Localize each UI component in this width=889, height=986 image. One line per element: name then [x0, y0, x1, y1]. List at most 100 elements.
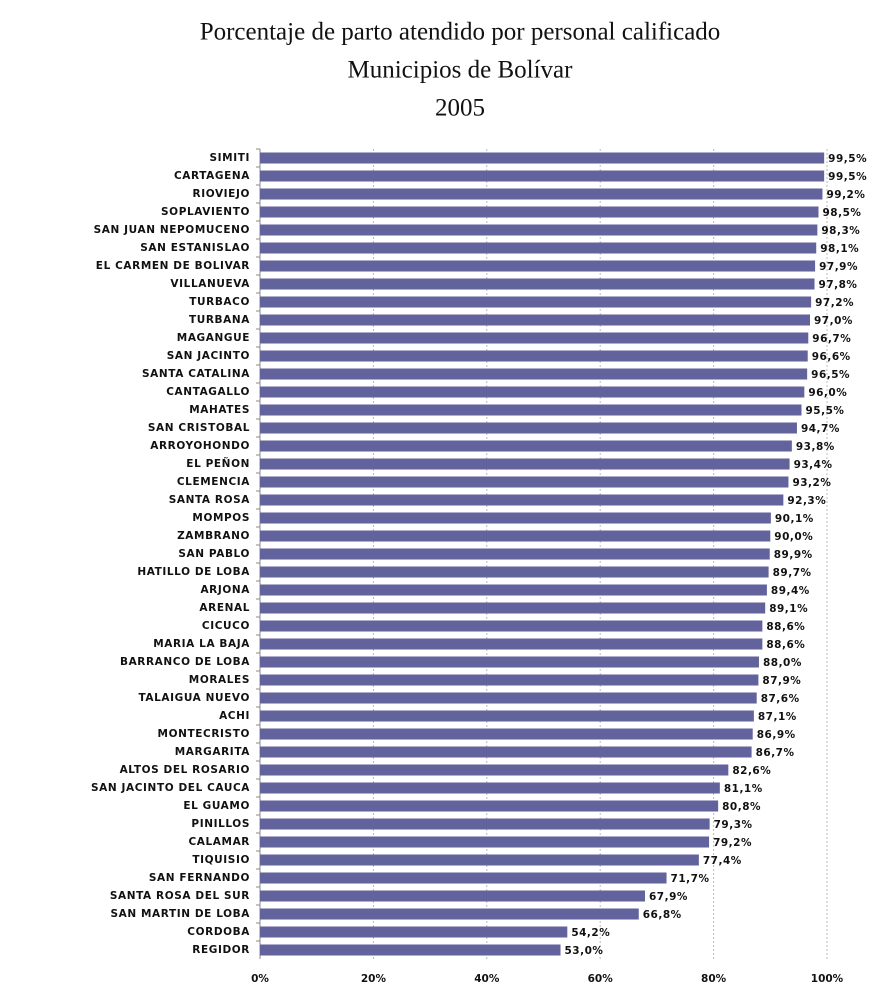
bar — [260, 764, 729, 776]
y-tick-label: MOMPOS — [192, 512, 250, 524]
bar — [260, 440, 792, 452]
value-label: 97,2% — [815, 297, 854, 309]
bar — [260, 476, 789, 488]
value-label: 89,7% — [773, 567, 812, 579]
y-tick-label: SAN CRISTOBAL — [148, 422, 250, 434]
bar — [260, 206, 819, 218]
value-label: 71,7% — [671, 873, 710, 885]
bar — [260, 296, 812, 308]
bar — [260, 260, 816, 272]
y-tick-label: ARROYOHONDO — [150, 440, 250, 452]
bar — [260, 872, 667, 884]
value-label: 87,1% — [758, 711, 797, 723]
value-label: 92,3% — [787, 495, 826, 507]
y-tick-label: PINILLOS — [191, 818, 250, 830]
bar — [260, 422, 797, 434]
value-label: 88,6% — [766, 621, 805, 633]
bar — [260, 674, 759, 686]
value-label: 89,1% — [769, 603, 808, 615]
bar — [260, 404, 802, 416]
bar — [260, 152, 825, 164]
bar — [260, 800, 719, 812]
y-tick-label: TURBANA — [189, 314, 250, 326]
bar — [260, 854, 699, 866]
y-tick-label: CARTAGENA — [174, 170, 250, 182]
value-label: 93,4% — [794, 459, 833, 471]
value-label: 98,1% — [820, 243, 859, 255]
y-tick-label: TIQUISIO — [192, 854, 250, 866]
bar — [260, 494, 784, 506]
y-tick-label: REGIDOR — [192, 944, 250, 956]
y-tick-label: SIMITI — [210, 152, 251, 164]
bar — [260, 548, 770, 560]
bar — [260, 890, 645, 902]
y-tick-label: ARJONA — [200, 584, 250, 596]
value-label: 66,8% — [643, 909, 682, 921]
y-tick-label: TALAIGUA NUEVO — [138, 692, 250, 704]
y-tick-label: HATILLO DE LOBA — [137, 566, 250, 578]
value-label: 99,2% — [826, 189, 865, 201]
bar — [260, 710, 754, 722]
y-tick-label: ZAMBRANO — [177, 530, 250, 542]
y-tick-label: SAN PABLO — [178, 548, 250, 560]
value-label: 96,0% — [808, 387, 847, 399]
bar — [260, 782, 720, 794]
bar — [260, 728, 753, 740]
y-tick-label: TURBACO — [189, 296, 250, 308]
value-label: 97,8% — [819, 279, 858, 291]
bar — [260, 926, 568, 938]
y-tick-label: CANTAGALLO — [166, 386, 250, 398]
y-tick-label: CICUCO — [202, 620, 250, 632]
bar — [260, 530, 771, 542]
y-tick-label: SAN FERNANDO — [149, 872, 250, 884]
value-label: 89,9% — [774, 549, 813, 561]
value-label: 87,9% — [762, 675, 801, 687]
value-label: 96,6% — [812, 351, 851, 363]
chart-subtitle: Municipios de Bolívar — [348, 57, 574, 84]
y-tick-label: SANTA CATALINA — [142, 368, 250, 380]
y-tick-label: MONTECRISTO — [158, 728, 250, 740]
x-tick-label: 100% — [811, 973, 844, 985]
bar — [260, 242, 817, 254]
y-tick-label: SAN ESTANISLAO — [140, 242, 250, 254]
bar — [260, 386, 805, 398]
y-tick-label: SAN MARTIN DE LOBA — [110, 908, 250, 920]
bar — [260, 944, 561, 956]
value-label: 54,2% — [571, 927, 610, 939]
value-label: 97,0% — [814, 315, 853, 327]
bar — [260, 818, 710, 830]
y-tick-label: EL CARMEN DE BOLIVAR — [96, 260, 250, 272]
value-label: 98,5% — [822, 207, 861, 219]
value-label: 82,6% — [732, 765, 771, 777]
bar — [260, 224, 818, 236]
y-tick-label: MORALES — [189, 674, 250, 686]
bar — [260, 638, 763, 650]
chart-title: Porcentaje de parto atendido por persona… — [200, 19, 721, 46]
value-label: 95,5% — [805, 405, 844, 417]
value-label: 67,9% — [649, 891, 688, 903]
value-label: 86,7% — [756, 747, 795, 759]
value-label: 93,2% — [792, 477, 831, 489]
value-label: 88,0% — [763, 657, 802, 669]
value-label: 89,4% — [771, 585, 810, 597]
y-tick-label: SAN JUAN NEPOMUCENO — [94, 224, 250, 236]
value-label: 96,5% — [811, 369, 850, 381]
value-label: 53,0% — [565, 945, 604, 957]
value-label: 86,9% — [757, 729, 796, 741]
value-label: 79,3% — [714, 819, 753, 831]
bar — [260, 746, 752, 758]
x-tick-label: 80% — [701, 973, 727, 985]
bar — [260, 278, 815, 290]
x-tick-label: 60% — [588, 973, 614, 985]
y-tick-label: EL GUAMO — [183, 800, 250, 812]
bar — [260, 512, 771, 524]
bar — [260, 584, 767, 596]
value-label: 79,2% — [713, 837, 752, 849]
bar — [260, 836, 710, 848]
y-tick-label: CALAMAR — [188, 836, 250, 848]
bar — [260, 314, 810, 326]
bar — [260, 692, 757, 704]
value-label: 93,8% — [796, 441, 835, 453]
y-tick-label: MAGANGUE — [177, 332, 250, 344]
